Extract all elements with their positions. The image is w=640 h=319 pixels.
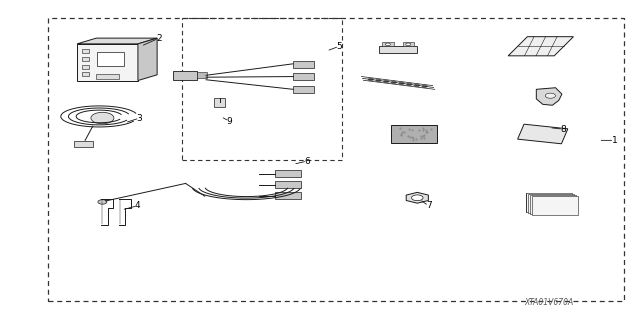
Circle shape bbox=[545, 93, 556, 98]
Bar bbox=[48, 18, 624, 301]
Text: 9: 9 bbox=[227, 117, 232, 126]
Circle shape bbox=[391, 81, 396, 84]
Bar bbox=[74, 141, 93, 147]
Bar bbox=[382, 42, 394, 46]
Bar bbox=[83, 72, 89, 76]
Bar bbox=[97, 52, 124, 66]
Circle shape bbox=[368, 78, 373, 81]
Polygon shape bbox=[138, 38, 157, 80]
Circle shape bbox=[383, 80, 388, 83]
Text: 8: 8 bbox=[561, 125, 566, 134]
Circle shape bbox=[98, 200, 107, 204]
Circle shape bbox=[399, 82, 404, 85]
Circle shape bbox=[385, 43, 390, 46]
Bar bbox=[275, 181, 301, 188]
Circle shape bbox=[406, 43, 411, 46]
Circle shape bbox=[91, 112, 114, 124]
Bar bbox=[197, 72, 207, 78]
Bar bbox=[96, 74, 119, 79]
Bar bbox=[293, 61, 314, 68]
Circle shape bbox=[422, 85, 428, 88]
Text: 6: 6 bbox=[305, 157, 310, 166]
Text: XTA01V670A: XTA01V670A bbox=[525, 298, 574, 307]
Circle shape bbox=[415, 84, 420, 87]
Text: 3: 3 bbox=[137, 114, 142, 122]
Polygon shape bbox=[518, 124, 568, 144]
Circle shape bbox=[412, 195, 423, 201]
Text: 2: 2 bbox=[156, 34, 161, 43]
Bar bbox=[173, 71, 197, 80]
Bar bbox=[293, 86, 314, 93]
Bar bbox=[528, 194, 574, 213]
Bar bbox=[275, 192, 301, 199]
Bar bbox=[83, 65, 89, 69]
Circle shape bbox=[376, 79, 381, 82]
Polygon shape bbox=[77, 38, 157, 44]
Polygon shape bbox=[536, 88, 562, 105]
Bar bbox=[293, 73, 314, 80]
Polygon shape bbox=[406, 192, 428, 203]
Bar bbox=[403, 42, 414, 46]
Bar bbox=[530, 195, 576, 214]
FancyBboxPatch shape bbox=[77, 44, 138, 80]
Bar bbox=[532, 196, 578, 215]
Bar bbox=[83, 49, 89, 53]
Bar bbox=[275, 170, 301, 177]
Text: 1: 1 bbox=[612, 136, 617, 145]
Bar bbox=[83, 57, 89, 61]
Circle shape bbox=[407, 83, 412, 85]
Text: 4: 4 bbox=[135, 201, 140, 210]
Text: 7: 7 bbox=[426, 201, 431, 210]
Text: 5: 5 bbox=[337, 42, 342, 51]
Bar bbox=[182, 18, 342, 160]
Polygon shape bbox=[508, 37, 573, 56]
Bar bbox=[379, 46, 417, 53]
Bar bbox=[391, 125, 437, 143]
Bar bbox=[526, 193, 572, 212]
Bar bbox=[214, 98, 225, 107]
